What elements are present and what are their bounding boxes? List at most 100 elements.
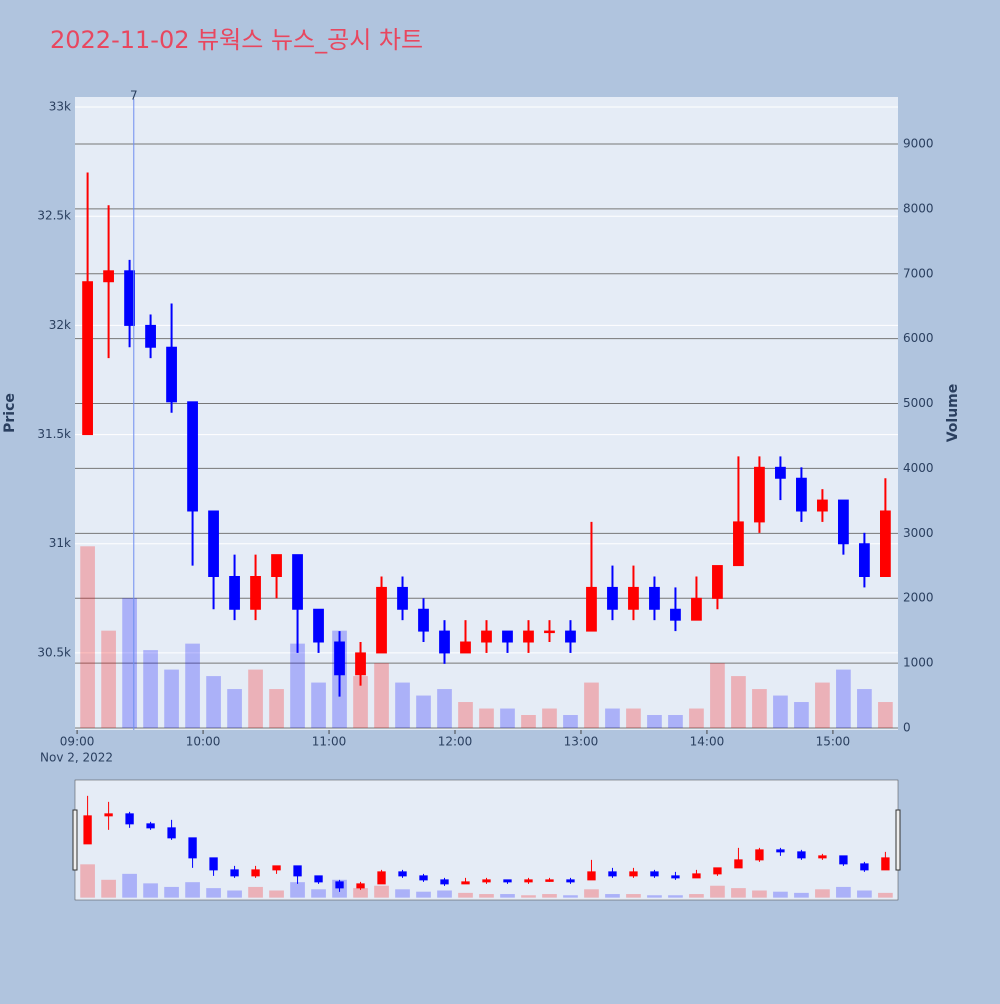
x-tick-label: 09:00 [60, 735, 95, 749]
volume-bar [80, 546, 95, 728]
candle-body [754, 466, 765, 523]
mini-candle-body [545, 879, 554, 882]
mini-volume-bar [878, 892, 893, 898]
y2-tick-label: 7000 [903, 266, 934, 280]
mini-volume-bar [395, 889, 410, 898]
mini-volume-bar [122, 873, 137, 898]
candle-body [271, 554, 282, 577]
candle-body [313, 608, 324, 643]
mini-volume-bar [731, 888, 746, 898]
volume-bar [752, 689, 767, 728]
candle-body [649, 586, 660, 610]
mini-volume-bar [416, 891, 431, 898]
mini-volume-bar [185, 882, 200, 898]
mini-volume-bar [437, 890, 452, 898]
volume-bar [164, 669, 179, 728]
x-tick-label: 14:00 [690, 735, 725, 749]
mini-volume-bar [101, 879, 116, 898]
candle-body [292, 554, 303, 610]
candle-body [880, 510, 891, 577]
y-tick-label: 30.5k [37, 645, 71, 659]
x-tick-label: 11:00 [312, 735, 347, 749]
volume-bar [206, 676, 221, 728]
mini-candle-body [776, 849, 785, 853]
mini-candle-body [293, 865, 302, 877]
x-tick-label: 13:00 [564, 735, 599, 749]
mini-candle-body [146, 823, 155, 829]
mini-candle-body [608, 871, 617, 877]
mini-volume-bar [563, 895, 578, 898]
y-axis-title: Price [2, 393, 18, 433]
mini-volume-bar [479, 894, 494, 898]
candle-body [691, 597, 702, 621]
mini-candle-body [629, 871, 638, 877]
volume-bar [563, 715, 578, 728]
mini-candle-body [797, 851, 806, 859]
volume-bar [500, 708, 515, 728]
mini-candle-body [356, 883, 365, 889]
mini-candle-body [713, 867, 722, 875]
mini-candle-body [314, 875, 323, 883]
volume-bar [248, 669, 263, 728]
candle-body [607, 586, 618, 610]
mini-candle-body [419, 875, 428, 881]
volume-bar [689, 708, 704, 728]
mini-candle-body [482, 879, 491, 883]
candle-body [796, 477, 807, 512]
mini-candle-body [692, 873, 701, 879]
mini-candle-body [188, 837, 197, 859]
mini-candle-body [860, 863, 869, 871]
mini-volume-bar [353, 888, 368, 898]
volume-bar [668, 715, 683, 728]
volume-bar [290, 643, 305, 728]
mini-candle-body [734, 859, 743, 869]
candle-body [166, 346, 177, 403]
slider-handle-left [72, 809, 78, 871]
volume-bar [731, 676, 746, 728]
y2-tick-label: 1000 [903, 656, 934, 670]
mini-volume-bar [311, 889, 326, 898]
y2-tick-label: 3000 [903, 526, 934, 540]
mini-candle-body [650, 871, 659, 877]
y2-tick-label: 8000 [903, 201, 934, 215]
chart-title: 2022-11-02 뷰웍스 뉴스_공시 차트 [50, 26, 423, 54]
mini-volume-bar [794, 892, 809, 898]
candle-body [229, 575, 240, 610]
mini-volume-bar [647, 895, 662, 898]
y2-tick-label: 9000 [903, 136, 934, 150]
volume-bar [143, 650, 158, 728]
mini-candle-body [167, 827, 176, 839]
volume-bar [311, 682, 326, 728]
candle-body [481, 630, 492, 643]
x-tick-label: 12:00 [438, 735, 473, 749]
volume-bar [416, 695, 431, 728]
y-tick-label: 31.5k [37, 427, 71, 441]
candle-body [397, 586, 408, 610]
mini-volume-bar [542, 894, 557, 898]
mini-candle-body [671, 875, 680, 879]
mini-volume-bar [689, 894, 704, 898]
y2-tick-label: 2000 [903, 591, 934, 605]
candle-body [439, 630, 450, 654]
mini-volume-bar [521, 895, 536, 898]
mini-volume-bar [836, 886, 851, 898]
x-date-label: Nov 2, 2022 [40, 751, 113, 765]
candle-body [355, 652, 366, 676]
mini-volume-bar [773, 891, 788, 898]
candle-body [859, 543, 870, 577]
candle-body [103, 270, 114, 283]
mini-candle-body [818, 855, 827, 859]
mini-volume-bar [269, 890, 284, 898]
mini-candle-body [272, 865, 281, 871]
mini-candle-body [587, 871, 596, 881]
annotation-text: 7 [130, 89, 138, 103]
mini-candle-body [125, 813, 134, 825]
volume-bar [626, 708, 641, 728]
mini-volume-bar [143, 883, 158, 898]
mini-candle-body [230, 869, 239, 877]
candle-body [670, 608, 681, 621]
volume-bar [185, 643, 200, 728]
volume-bar [101, 630, 116, 728]
mini-volume-bar [227, 890, 242, 898]
